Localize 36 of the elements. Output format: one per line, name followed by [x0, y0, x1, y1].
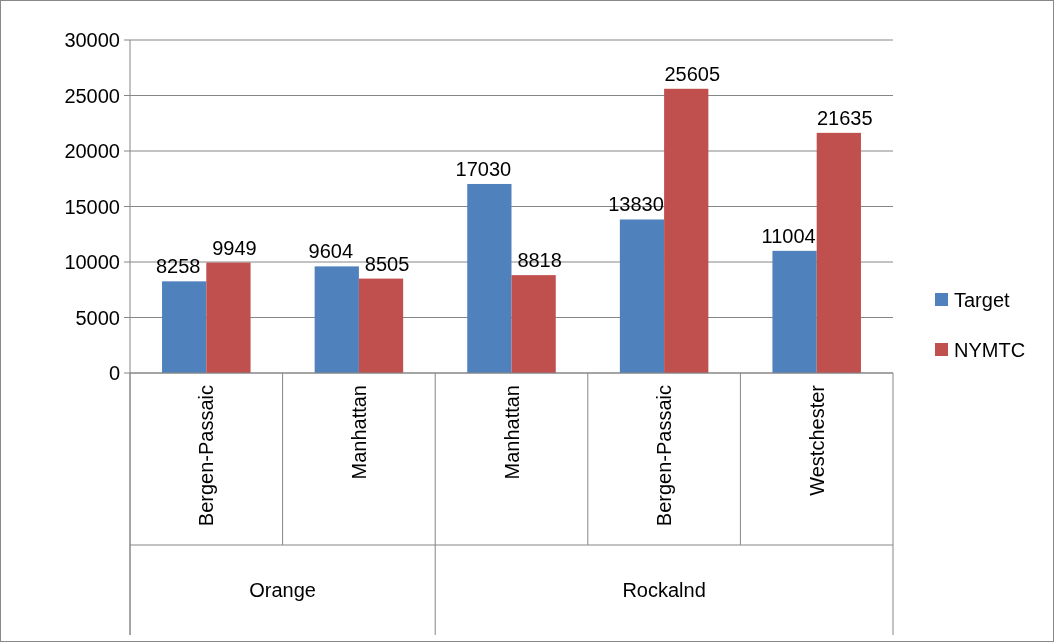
y-tick-label: 25000 [64, 84, 120, 107]
bar [467, 183, 512, 373]
bar [816, 132, 861, 373]
legend-label: NYMTC [954, 339, 1026, 361]
legend-label: Target [954, 289, 1011, 311]
data-label: 13830 [608, 193, 664, 216]
data-label: 25605 [664, 62, 721, 85]
bar [162, 281, 207, 373]
data-label: 11004 [761, 224, 816, 247]
y-tick-label: 5000 [75, 306, 120, 329]
x-tick-label: Westchester [805, 384, 828, 496]
bar [358, 278, 404, 373]
x-tick-label: Manhattan [347, 385, 370, 480]
bar [664, 88, 709, 373]
y-tick-label: 10000 [64, 251, 120, 273]
bar [511, 275, 556, 373]
y-tick-label: 20000 [64, 140, 120, 162]
bar [314, 266, 359, 373]
x-tick-label: Bergen-Passaic [195, 385, 218, 527]
bar [619, 219, 665, 373]
y-tick-label: 0 [108, 362, 120, 384]
data-label: 8258 [155, 255, 201, 278]
data-label: 8505 [364, 252, 410, 275]
data-label: 17030 [455, 157, 512, 180]
x-tick-label: Bergen-Passaic [653, 385, 676, 527]
x-tick-label: Manhattan [500, 385, 523, 480]
bar [206, 262, 251, 373]
data-label: 21635 [817, 106, 873, 129]
y-tick-label: 30000 [64, 29, 120, 51]
data-label: 8818 [517, 249, 562, 272]
y-tick-label: 15000 [64, 195, 120, 218]
bar [772, 250, 817, 373]
text: Rockalnd [622, 579, 706, 601]
text: Orange [249, 579, 316, 601]
data-label: 9604 [308, 240, 354, 263]
data-label: 9949 [212, 236, 257, 259]
